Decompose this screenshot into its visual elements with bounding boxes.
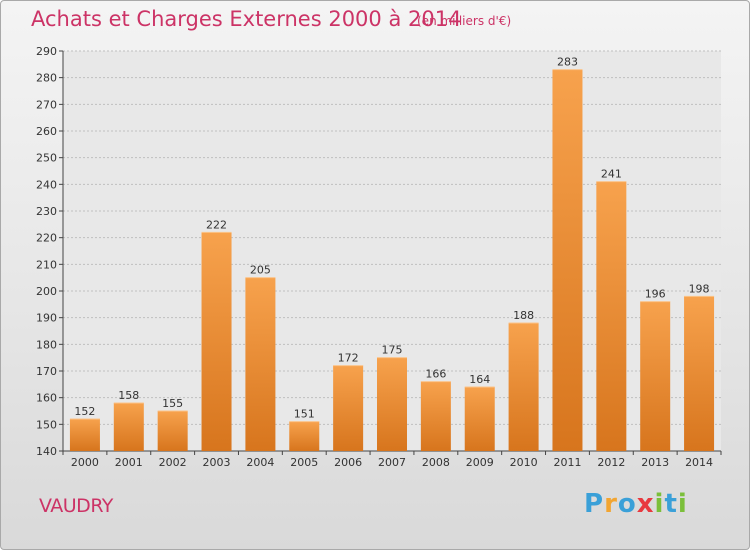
x-tick-label: 2007: [378, 456, 406, 469]
logo-letter: x: [636, 489, 655, 519]
logo-letter: r: [604, 489, 618, 519]
y-tick-label: 280: [36, 72, 57, 85]
logo-letter: t: [664, 489, 678, 519]
data-label: 158: [118, 389, 139, 402]
y-tick-label: 180: [36, 338, 57, 351]
x-tick-label: 2008: [422, 456, 450, 469]
bar: [684, 296, 715, 451]
place-name: VAUDRY: [39, 495, 113, 517]
x-tick-label: 2006: [334, 456, 362, 469]
bar: [377, 357, 407, 451]
x-tick-label: 2003: [203, 456, 231, 469]
bar: [333, 365, 364, 451]
chart-title: Achats et Charges Externes 2000 à 2014: [31, 7, 462, 31]
chart-subtitle: (en milliers d'€): [417, 14, 512, 28]
bar: [157, 411, 188, 451]
y-tick-label: 240: [36, 178, 57, 191]
y-tick-label: 160: [36, 392, 57, 405]
y-tick-label: 250: [36, 152, 57, 165]
logo-letter: P: [584, 489, 605, 519]
y-tick-label: 150: [36, 418, 57, 431]
y-tick-label: 140: [36, 445, 57, 458]
y-tick-label: 270: [36, 98, 57, 111]
data-label: 155: [162, 397, 183, 410]
data-label: 152: [74, 405, 95, 418]
data-label: 196: [645, 288, 666, 301]
bar: [113, 403, 144, 451]
x-tick-label: 2011: [553, 456, 581, 469]
y-tick-label: 220: [36, 232, 57, 245]
bar: [464, 387, 495, 451]
x-tick-label: 2004: [246, 456, 274, 469]
y-tick-label: 200: [36, 285, 57, 298]
data-label: 151: [294, 408, 315, 421]
y-tick-label: 230: [36, 205, 57, 218]
y-tick-label: 260: [36, 125, 57, 138]
data-label: 175: [382, 344, 403, 357]
data-label: 166: [425, 368, 446, 381]
y-tick-label: 290: [36, 45, 57, 58]
x-tick-label: 2002: [159, 456, 187, 469]
bar: [640, 301, 671, 451]
x-tick-label: 2014: [685, 456, 713, 469]
x-tick-label: 2005: [290, 456, 318, 469]
data-label: 188: [513, 309, 534, 322]
data-label: 241: [601, 168, 622, 181]
data-label: 283: [557, 56, 578, 69]
bar: [596, 181, 627, 451]
bar: [201, 232, 232, 451]
y-tick-label: 210: [36, 258, 57, 271]
x-tick-label: 2001: [115, 456, 143, 469]
logo-letter: i: [677, 489, 688, 519]
logo-letter: i: [654, 489, 665, 519]
x-tick-label: 2009: [466, 456, 494, 469]
data-label: 164: [469, 373, 490, 386]
x-tick-label: 2010: [510, 456, 538, 469]
bar: [420, 381, 451, 451]
logo-letter: o: [617, 489, 637, 519]
x-tick-label: 2000: [71, 456, 99, 469]
proxiti-logo[interactable]: Proxiti: [584, 489, 688, 519]
data-label: 222: [206, 218, 227, 231]
y-tick-label: 190: [36, 312, 57, 325]
bar: [245, 277, 276, 451]
data-label: 172: [338, 352, 359, 365]
bar: [552, 69, 583, 452]
y-tick-label: 170: [36, 365, 57, 378]
bar: [289, 421, 320, 451]
x-tick-label: 2013: [641, 456, 669, 469]
x-tick-label: 2012: [597, 456, 625, 469]
bar: [508, 323, 539, 451]
bar: [69, 419, 100, 451]
data-label: 198: [689, 282, 710, 295]
data-label: 205: [250, 264, 271, 277]
